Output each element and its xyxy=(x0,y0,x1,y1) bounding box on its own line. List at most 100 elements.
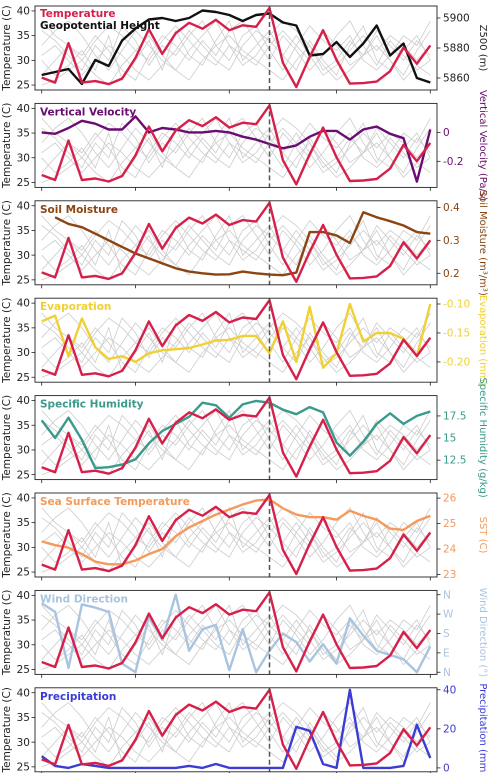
panel-3: 25 30 35 40 Temperature (C) 0.2 0.3 0.4 Soil Moi… xyxy=(1,190,488,296)
right-tick-label: 12.5 xyxy=(443,455,466,467)
background-line-1 xyxy=(41,214,431,276)
right-tick-label: 20 xyxy=(443,723,456,735)
temperature-line xyxy=(41,6,432,89)
background-line-4 xyxy=(41,20,431,71)
temperature-line xyxy=(41,688,432,770)
right-tick-label: 23 xyxy=(443,569,456,581)
left-tick-label: 25 xyxy=(17,372,30,384)
left-tick-label: 35 xyxy=(17,322,30,334)
background-line-4 xyxy=(41,409,431,461)
left-tick-label: 35 xyxy=(17,420,30,432)
right-tick-label: W xyxy=(443,609,454,621)
background-line-7 xyxy=(41,224,431,276)
right-tick-label: 0.4 xyxy=(443,202,460,214)
background-line-1 xyxy=(41,604,431,666)
right-tick-label: 25 xyxy=(443,518,456,530)
secondary-line xyxy=(41,9,431,86)
secondary-line xyxy=(40,688,432,770)
panel-title: Specific Humidity xyxy=(40,399,144,411)
axes-frame xyxy=(34,395,438,481)
right-tick-label: 15 xyxy=(443,433,456,445)
left-tick-label: 30 xyxy=(17,542,30,554)
temperature-title: Temperature xyxy=(40,8,116,20)
background-line-1 xyxy=(41,409,431,471)
axes-frame xyxy=(34,492,438,578)
background-line-6 xyxy=(41,117,431,169)
left-tick-label: 35 xyxy=(17,225,30,237)
left-tick-label: 40 xyxy=(17,687,30,699)
panel-8: 25 30 35 40 Temperature (C) 0 20 40 Precipitatio… xyxy=(1,683,488,773)
background-line-4 xyxy=(41,701,431,753)
temperature-axis-label: Temperature (C) xyxy=(1,103,13,189)
secondary-axis-label: SST (C) xyxy=(477,517,488,554)
right-tick-label: 5880 xyxy=(443,43,470,55)
right-tick-label: -0.15 xyxy=(443,328,470,340)
left-tick-label: 30 xyxy=(17,347,30,359)
temperature-axis-label: Temperature (C) xyxy=(1,492,13,578)
right-tick-label: 5860 xyxy=(443,73,470,85)
temperature-axis-label: Temperature (C) xyxy=(1,200,13,286)
right-tick-label: 26 xyxy=(443,493,457,505)
left-tick-label: 40 xyxy=(17,103,30,115)
secondary-axis-label: Precipitation (mm) xyxy=(477,683,488,773)
panel-6: 25 30 35 40 Temperature (C) 23 24 25 26 SST (C) Se… xyxy=(1,492,488,581)
panel-title: Evaporation xyxy=(40,301,111,313)
secondary-axis-label: Evaporation (mm) xyxy=(477,295,488,386)
right-tick-label: 24 xyxy=(443,544,457,556)
axes-frame xyxy=(34,687,438,773)
left-tick-label: 40 xyxy=(17,298,30,310)
background-line-6 xyxy=(41,410,431,461)
left-tick-label: 35 xyxy=(17,128,30,140)
temperature-axis-label: Temperature (C) xyxy=(1,590,13,676)
secondary-axis-label: Z500 (m) xyxy=(477,25,488,72)
right-tick-label: 17.5 xyxy=(443,411,466,423)
background-line-7 xyxy=(41,322,431,373)
temperature-line xyxy=(41,493,432,576)
left-tick-label: 30 xyxy=(17,737,30,749)
left-tick-label: 40 xyxy=(17,395,30,407)
background-line-1 xyxy=(41,506,431,569)
background-line-6 xyxy=(41,215,431,266)
left-tick-label: 40 xyxy=(17,493,30,505)
background-line-4 xyxy=(41,507,431,558)
secondary-line xyxy=(40,399,431,470)
secondary-axis-label: Specific Humidity (g/kg) xyxy=(477,377,488,497)
panel-title: Vertical Velocity xyxy=(40,106,136,118)
right-tick-label: 0 xyxy=(443,762,450,773)
background-line-1 xyxy=(41,19,431,82)
secondary-line xyxy=(54,211,431,277)
temperature-axis-label: Temperature (C) xyxy=(1,5,13,91)
temperature-line xyxy=(41,299,432,381)
left-tick-label: 40 xyxy=(17,590,30,602)
background-line-6 xyxy=(41,604,431,656)
axes-frame xyxy=(34,102,438,188)
right-tick-label: 40 xyxy=(443,684,456,696)
axes-frame xyxy=(34,589,438,675)
background-line-7 xyxy=(41,419,431,471)
axes-frame xyxy=(34,297,438,383)
secondary-line xyxy=(41,498,431,566)
right-tick-label: 0.3 xyxy=(443,235,460,247)
background-line-4 xyxy=(41,312,431,364)
background-line-1 xyxy=(41,701,431,763)
background-line-6 xyxy=(41,507,431,558)
left-tick-label: 30 xyxy=(17,445,30,457)
left-tick-label: 25 xyxy=(17,664,30,676)
panel-5: 25 30 35 40 Temperature (C) 12.5 15 17.5 Specifi… xyxy=(1,377,488,497)
left-tick-label: 25 xyxy=(17,567,30,579)
secondary-axis-label: Wind Direction (°) xyxy=(477,588,488,678)
left-tick-label: 30 xyxy=(17,250,30,262)
background-line-7 xyxy=(41,517,431,568)
secondary-axis-label: Soil Moisture (m³/m³) xyxy=(477,190,488,296)
right-tick-label: N xyxy=(443,667,451,679)
right-tick-label: N xyxy=(443,589,451,601)
left-tick-label: 25 xyxy=(17,274,30,286)
temperature-line xyxy=(41,396,432,478)
background-line-7 xyxy=(41,30,431,81)
left-tick-label: 25 xyxy=(17,761,30,773)
left-tick-label: 35 xyxy=(17,30,30,42)
right-tick-label: S xyxy=(443,628,450,640)
temperature-line xyxy=(41,104,432,186)
right-tick-label: 5900 xyxy=(443,13,470,25)
